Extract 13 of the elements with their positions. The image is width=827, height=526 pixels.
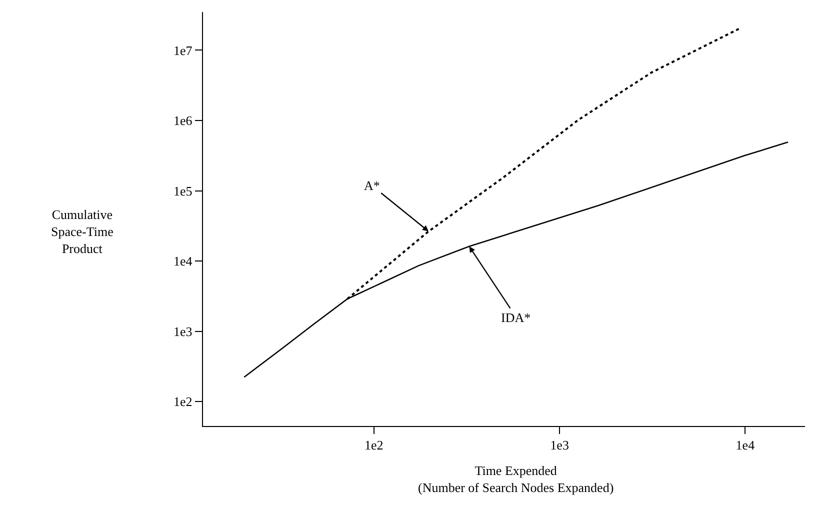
y-tick-label: 1e2 <box>174 394 192 410</box>
y-tick-label: 1e4 <box>174 254 193 269</box>
y-tick-label: 1e6 <box>174 113 193 128</box>
y-tick-label: 1e3 <box>174 324 192 339</box>
y-axis-title: Cumulative Space-Time Product <box>51 207 114 256</box>
y-tick-label: 1e5 <box>174 183 192 198</box>
x-tick-label: 1e4 <box>736 438 756 453</box>
annotation: IDA* <box>501 310 531 325</box>
x-axis-title: Time Expended (Number of Search Nodes Expanded) <box>418 463 614 495</box>
annotation: A* <box>364 178 380 193</box>
y-tick-label: 1e7 <box>174 42 193 58</box>
x-tick-label: 1e2 <box>364 438 384 453</box>
x-tick-label: 1e3 <box>550 438 569 453</box>
